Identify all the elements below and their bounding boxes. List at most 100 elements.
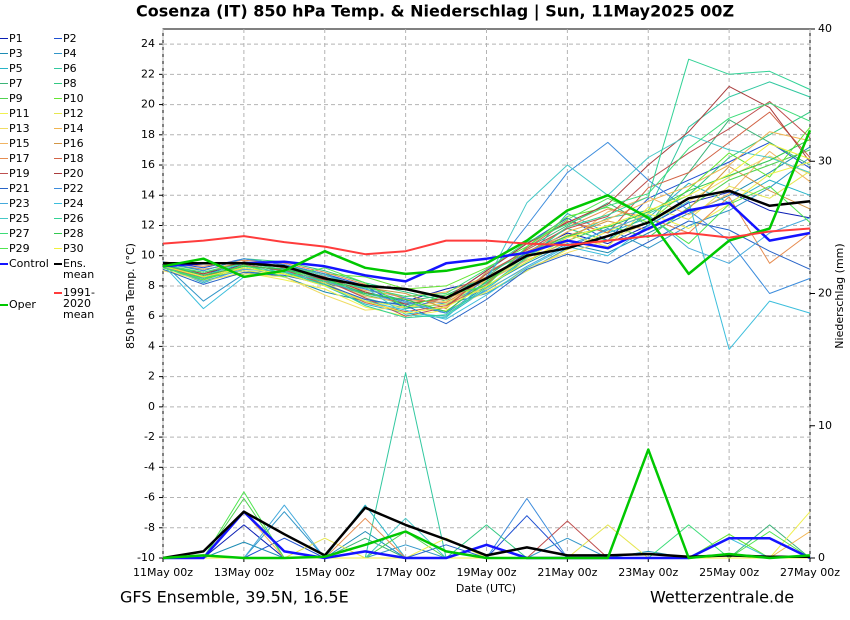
legend-label: P1 bbox=[9, 32, 23, 45]
legend-label: P24 bbox=[63, 197, 84, 210]
x-tick-label: 13May 00z bbox=[214, 566, 274, 579]
y-tick-label: 18 bbox=[141, 128, 155, 141]
y-tick-label: 16 bbox=[141, 158, 155, 171]
legend-label: P11 bbox=[9, 107, 30, 120]
footer-site: Wetterzentrale.de bbox=[650, 588, 794, 607]
legend-entry: P3 bbox=[0, 48, 60, 59]
legend-label: P10 bbox=[63, 92, 84, 105]
legend-entry: P8 bbox=[54, 78, 114, 89]
legend-label: P2 bbox=[63, 32, 77, 45]
legend-swatch bbox=[0, 113, 8, 114]
x-tick-label: 27May 00z bbox=[780, 566, 840, 579]
legend-entry: P20 bbox=[54, 168, 114, 179]
legend-entry: P7 bbox=[0, 78, 60, 89]
x-tick-label: 19May 00z bbox=[456, 566, 516, 579]
legend-swatch bbox=[54, 98, 62, 99]
legend-label: P20 bbox=[63, 167, 84, 180]
temperature-line bbox=[163, 189, 811, 300]
legend-swatch bbox=[54, 158, 62, 159]
x-tick-label: 21May 00z bbox=[537, 566, 597, 579]
legend-entry: Control bbox=[0, 258, 60, 269]
y-tick-label: -2 bbox=[144, 430, 155, 443]
legend-swatch bbox=[0, 53, 8, 54]
y-tick-label: 8 bbox=[148, 279, 155, 292]
y-tick-label: 14 bbox=[141, 188, 155, 201]
legend-label: P28 bbox=[63, 227, 84, 240]
legend-entry: P30 bbox=[54, 243, 114, 254]
legend-swatch bbox=[0, 173, 8, 174]
legend-entry: P2 bbox=[54, 33, 114, 44]
legend-swatch bbox=[0, 188, 8, 189]
legend-swatch bbox=[0, 248, 8, 249]
legend-swatch bbox=[0, 218, 8, 219]
legend-swatch bbox=[54, 218, 62, 219]
legend-entry: P12 bbox=[54, 108, 114, 119]
y-tick-label: 6 bbox=[148, 309, 155, 322]
legend-entry: P23 bbox=[0, 198, 60, 209]
legend-label: P5 bbox=[9, 62, 23, 75]
legend-label: P30 bbox=[63, 242, 84, 255]
legend-entry: P11 bbox=[0, 108, 60, 119]
x-tick-label: 11May 00z bbox=[133, 566, 193, 579]
x-tick-label: 17May 00z bbox=[376, 566, 436, 579]
legend-label: P27 bbox=[9, 227, 30, 240]
legend-label: P17 bbox=[9, 152, 30, 165]
legend-label: P15 bbox=[9, 137, 30, 150]
legend-swatch bbox=[0, 38, 8, 39]
temperature-line bbox=[162, 129, 812, 279]
legend-entry: P6 bbox=[54, 63, 114, 74]
legend-entry: P27 bbox=[0, 228, 60, 239]
footer-source: GFS Ensemble, 39.5N, 16.5E bbox=[120, 588, 349, 607]
legend-entry: P13 bbox=[0, 123, 60, 134]
legend-swatch bbox=[54, 38, 62, 39]
legend-label: Ens. mean bbox=[63, 257, 95, 281]
legend-label: P25 bbox=[9, 212, 30, 225]
legend-swatch bbox=[0, 158, 8, 159]
legend-entry: P26 bbox=[54, 213, 114, 224]
y2-tick-label: 0 bbox=[818, 551, 825, 564]
legend-entry: P9 bbox=[0, 93, 60, 104]
legend-swatch bbox=[54, 188, 62, 189]
y-tick-label: -10 bbox=[137, 551, 155, 564]
y-tick-label: 0 bbox=[148, 400, 155, 413]
chart-title: Cosenza (IT) 850 hPa Temp. & Niederschla… bbox=[136, 2, 734, 22]
legend-entry: P28 bbox=[54, 228, 114, 239]
y-tick-label: 12 bbox=[141, 218, 155, 231]
y2-axis-label: Niederschlag (mm) bbox=[833, 243, 846, 348]
legend-swatch bbox=[54, 263, 62, 265]
legend-label: P21 bbox=[9, 182, 30, 195]
x-tick-label: 15May 00z bbox=[295, 566, 355, 579]
legend-swatch bbox=[54, 53, 62, 54]
legend-entry: P19 bbox=[0, 168, 60, 179]
y-tick-label: 24 bbox=[141, 37, 155, 50]
legend-label: P4 bbox=[63, 47, 77, 60]
legend-swatch bbox=[0, 203, 8, 204]
legend-entry: P24 bbox=[54, 198, 114, 209]
legend-label: P8 bbox=[63, 77, 77, 90]
legend-entry: P21 bbox=[0, 183, 60, 194]
legend-swatch bbox=[0, 233, 8, 234]
y-tick-label: 10 bbox=[141, 249, 155, 262]
legend-label: P19 bbox=[9, 167, 30, 180]
y2-tick-label: 30 bbox=[818, 154, 832, 167]
legend-swatch bbox=[54, 128, 62, 129]
legend-entry: P15 bbox=[0, 138, 60, 149]
legend-label: P12 bbox=[63, 107, 84, 120]
legend-entry: P29 bbox=[0, 243, 60, 254]
temperature-line bbox=[162, 227, 811, 256]
legend-swatch bbox=[54, 248, 62, 249]
legend-label: P6 bbox=[63, 62, 77, 75]
legend-swatch bbox=[54, 233, 62, 234]
legend-swatch bbox=[0, 263, 8, 265]
y-tick-label: -6 bbox=[144, 491, 155, 504]
legend-label: P26 bbox=[63, 212, 84, 225]
legend-entry: P17 bbox=[0, 153, 60, 164]
legend-entry: P22 bbox=[54, 183, 114, 194]
legend-entry: P1 bbox=[0, 33, 60, 44]
legend-entry: P25 bbox=[0, 213, 60, 224]
temperature-line bbox=[162, 138, 811, 313]
legend-swatch bbox=[54, 83, 62, 84]
x-axis-label: Date (UTC) bbox=[456, 582, 516, 595]
legend-label: P22 bbox=[63, 182, 84, 195]
legend-label: P13 bbox=[9, 122, 30, 135]
